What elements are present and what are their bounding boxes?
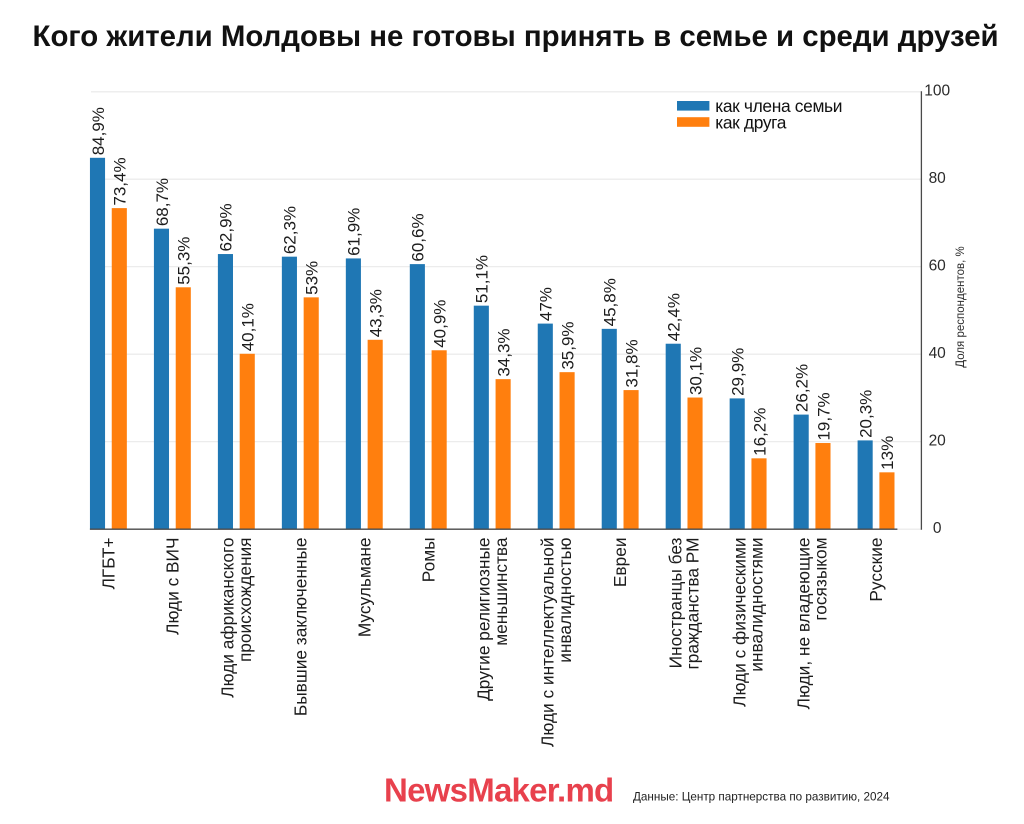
- svg-text:как друга: как друга: [715, 112, 787, 132]
- svg-text:40: 40: [929, 345, 947, 362]
- svg-text:34,3%: 34,3%: [494, 328, 513, 376]
- svg-text:73,4%: 73,4%: [111, 157, 130, 205]
- svg-text:Евреи: Евреи: [610, 538, 630, 588]
- svg-text:инвалидностью: инвалидностью: [555, 537, 575, 662]
- svg-text:80: 80: [929, 170, 947, 187]
- svg-text:Мусульмане: Мусульмане: [354, 538, 374, 638]
- svg-text:Кого жители Молдовы не готовы: Кого жители Молдовы не готовы принять в …: [33, 20, 999, 53]
- svg-text:Люди с ВИЧ: Люди с ВИЧ: [162, 538, 182, 635]
- svg-text:как члена семьи: как члена семьи: [715, 96, 842, 116]
- svg-text:гражданства РМ: гражданства РМ: [683, 538, 703, 670]
- svg-text:Люди, не владеющие: Люди, не владеющие: [793, 538, 813, 710]
- svg-text:Люди африканского: Люди африканского: [218, 538, 238, 698]
- svg-text:меньшинства: меньшинства: [491, 537, 511, 646]
- svg-text:68,7%: 68,7%: [153, 178, 172, 226]
- svg-text:43,3%: 43,3%: [366, 289, 385, 337]
- svg-text:Другие религиозные: Другие религиозные: [474, 538, 494, 701]
- svg-text:инвалидностями: инвалидностями: [747, 538, 767, 672]
- svg-text:30,1%: 30,1%: [686, 347, 705, 395]
- svg-text:84,9%: 84,9%: [89, 107, 108, 155]
- svg-text:55,3%: 55,3%: [175, 237, 194, 285]
- svg-text:19,7%: 19,7%: [814, 392, 833, 440]
- svg-text:51,1%: 51,1%: [473, 255, 492, 303]
- svg-text:16,2%: 16,2%: [750, 408, 769, 456]
- svg-text:0: 0: [933, 520, 942, 537]
- svg-text:29,9%: 29,9%: [729, 348, 748, 396]
- svg-text:60,6%: 60,6%: [409, 213, 428, 261]
- svg-text:31,8%: 31,8%: [622, 339, 641, 387]
- svg-text:35,9%: 35,9%: [558, 321, 577, 369]
- svg-text:20: 20: [929, 432, 947, 449]
- svg-text:53%: 53%: [303, 261, 322, 295]
- svg-text:60: 60: [929, 257, 947, 274]
- svg-text:Бывшие заключенные: Бывшие заключенные: [290, 538, 310, 717]
- svg-text:47%: 47%: [537, 287, 556, 321]
- svg-text:Ромы: Ромы: [418, 538, 438, 583]
- svg-text:Русские: Русские: [866, 538, 886, 602]
- svg-text:42,4%: 42,4%: [665, 293, 684, 341]
- svg-text:62,3%: 62,3%: [281, 206, 300, 254]
- svg-text:100: 100: [924, 82, 950, 99]
- svg-text:61,9%: 61,9%: [345, 208, 364, 256]
- svg-text:62,9%: 62,9%: [217, 203, 236, 251]
- svg-text:20,3%: 20,3%: [856, 390, 875, 438]
- svg-text:происхождения: происхождения: [235, 538, 255, 663]
- svg-text:Доля респондентов, %: Доля респондентов, %: [955, 246, 967, 367]
- svg-text:Данные: Центр партнерства по р: Данные: Центр партнерства по развитию, 2…: [633, 791, 890, 804]
- svg-text:Люди с интеллектуальной: Люди с интеллектуальной: [538, 538, 558, 747]
- svg-text:NewsMaker.md: NewsMaker.md: [384, 772, 613, 809]
- svg-text:45,8%: 45,8%: [601, 278, 620, 326]
- svg-text:13%: 13%: [878, 436, 897, 470]
- svg-text:госязыком: госязыком: [811, 538, 831, 621]
- svg-text:26,2%: 26,2%: [792, 364, 811, 412]
- svg-text:40,9%: 40,9%: [430, 300, 449, 348]
- svg-text:40,1%: 40,1%: [239, 303, 258, 351]
- svg-text:ЛГБТ+: ЛГБТ+: [98, 538, 118, 590]
- svg-text:Иностранцы без: Иностранцы без: [666, 537, 686, 668]
- svg-text:Люди с физическими: Люди с физическими: [730, 538, 750, 707]
